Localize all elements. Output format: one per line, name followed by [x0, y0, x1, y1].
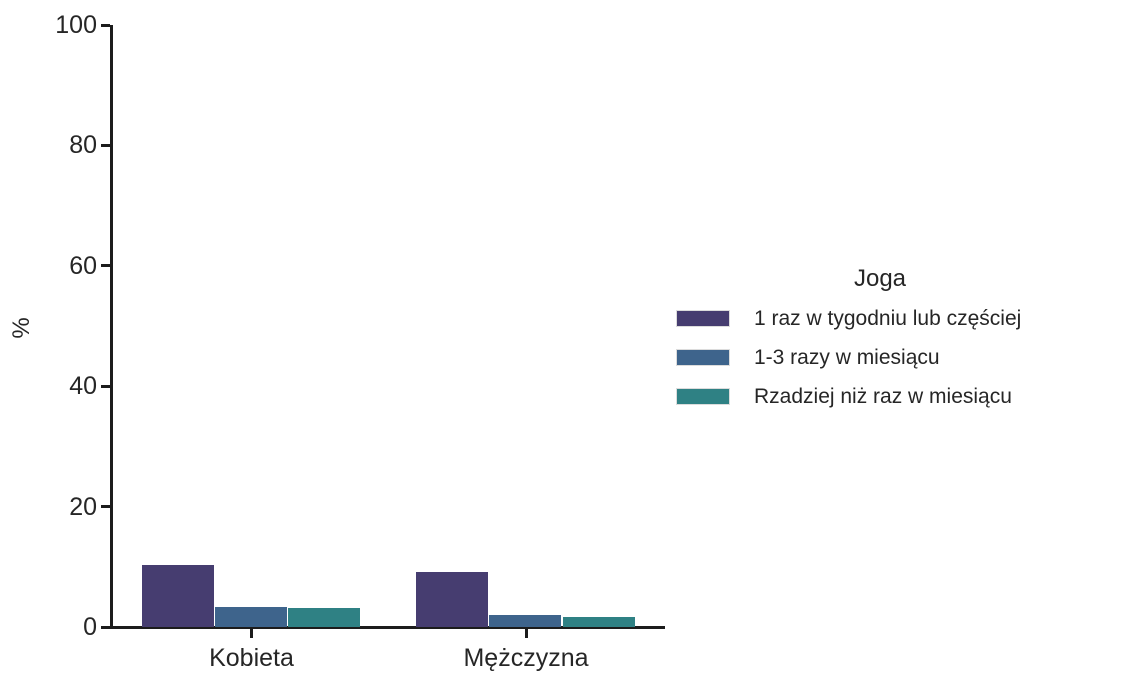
- bar: [489, 614, 562, 627]
- legend-items: 1 raz w tygodniu lub częściej 1-3 razy w …: [660, 299, 1100, 416]
- y-tick: [101, 625, 110, 629]
- legend-swatch: [676, 388, 730, 405]
- y-tick: [101, 505, 110, 509]
- legend: Joga 1 raz w tygodniu lub częściej 1-3 ra…: [660, 264, 1100, 416]
- bar: [214, 607, 287, 627]
- y-tick-label: 60: [69, 251, 97, 280]
- legend-item: 1-3 razy w miesiącu: [660, 338, 1100, 377]
- legend-swatch: [676, 349, 730, 366]
- legend-item-label: 1-3 razy w miesiącu: [754, 345, 940, 369]
- y-tick: [101, 143, 110, 147]
- y-tick-label: 20: [69, 492, 97, 521]
- legend-item-label: 1 raz w tygodniu lub częściej: [754, 306, 1022, 330]
- legend-item: Rzadziej niż raz w miesiącu: [660, 377, 1100, 416]
- y-tick-label: 80: [69, 131, 97, 160]
- legend-swatch: [676, 310, 730, 327]
- y-tick-label: 100: [55, 11, 97, 39]
- y-tick-label: 40: [69, 372, 97, 401]
- x-axis-category-label: Mężczyzna: [463, 644, 589, 672]
- y-tick-label: 0: [83, 613, 97, 641]
- x-tick: [524, 629, 528, 638]
- bar: [562, 617, 635, 627]
- y-tick: [101, 264, 110, 268]
- x-axis-line: [110, 626, 665, 629]
- bar: [416, 572, 488, 627]
- bar: [288, 608, 361, 627]
- bar: [141, 564, 214, 627]
- y-axis-label: %: [8, 317, 35, 339]
- y-axis-line: [110, 25, 113, 629]
- x-axis-category-label: Kobieta: [209, 644, 294, 672]
- legend-title: Joga: [853, 265, 907, 292]
- y-tick: [101, 23, 110, 27]
- legend-item: 1 raz w tygodniu lub częściej: [660, 299, 1100, 338]
- y-tick: [101, 384, 110, 388]
- legend-item-label: Rzadziej niż raz w miesiącu: [754, 384, 1012, 408]
- x-tick: [250, 629, 253, 638]
